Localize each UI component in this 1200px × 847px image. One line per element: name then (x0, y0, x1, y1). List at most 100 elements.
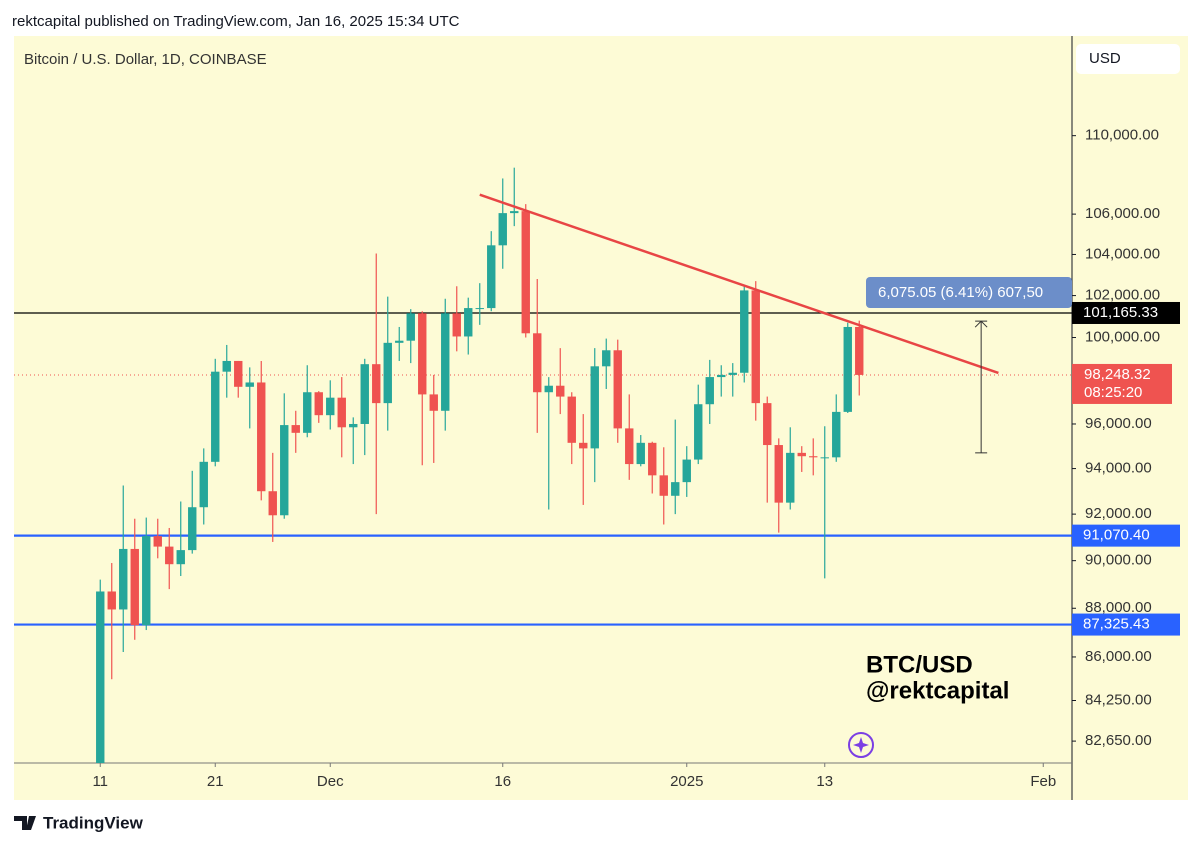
y-tick-label: 82,650.00 (1085, 732, 1152, 749)
y-tick-label: 92,000.00 (1085, 505, 1152, 522)
candle-body (234, 360, 243, 387)
candle-body (153, 536, 162, 547)
watermark: BTC/USD (866, 651, 973, 678)
current-price-box (1072, 363, 1172, 404)
level-label-box (1072, 524, 1180, 547)
candle-body (429, 394, 438, 411)
candle-body (487, 245, 496, 309)
candle-body (843, 326, 852, 412)
measure-label: 6,075.05 (6.41%) 607,50 (878, 284, 1043, 301)
candle-body (659, 475, 668, 496)
candle-body (142, 536, 151, 626)
y-tick-label: 86,000.00 (1085, 648, 1152, 665)
candle-body (475, 308, 484, 310)
candle-body (694, 404, 703, 460)
candle-body (510, 211, 519, 214)
candle-body (636, 442, 645, 465)
candle-body (441, 313, 450, 411)
x-tick-label: 21 (207, 773, 224, 790)
candle-body (291, 425, 300, 433)
currency-box (1076, 44, 1180, 74)
candle-body (107, 591, 116, 610)
candle-body (349, 423, 358, 428)
candle-body (119, 548, 128, 610)
sparkle-icon[interactable] (848, 732, 874, 758)
candle-body (314, 392, 323, 416)
candle-body (567, 396, 576, 443)
level-label: 101,165.33 (1083, 304, 1158, 321)
candle-body (395, 340, 404, 343)
candle-body (786, 452, 795, 503)
candle-body (751, 290, 760, 404)
level-label-box (1072, 301, 1180, 324)
trendline (479, 193, 999, 375)
candle-body (797, 452, 806, 457)
y-tick-label: 94,000.00 (1085, 460, 1152, 477)
candle-body (533, 333, 542, 393)
footer-brand: TradingView (43, 813, 144, 832)
candle-body (245, 382, 254, 387)
candle-body (372, 364, 381, 404)
candle-body (682, 459, 691, 483)
level-label-box (1072, 613, 1180, 636)
y-tick-label: 96,000.00 (1085, 415, 1152, 432)
x-tick-label: 16 (494, 773, 511, 790)
y-tick-label: 90,000.00 (1085, 552, 1152, 569)
candle-body (763, 403, 772, 446)
x-tick-label: 2025 (670, 773, 703, 790)
x-tick-label: 13 (816, 773, 833, 790)
candle-body (188, 507, 197, 551)
candle-body (211, 371, 220, 462)
level-label: 91,070.40 (1083, 527, 1150, 544)
candle-body (452, 313, 461, 337)
y-tick-label: 84,250.00 (1085, 691, 1152, 708)
candle-body (165, 546, 174, 565)
candle-body (671, 482, 680, 496)
candle-body (774, 445, 783, 503)
candle-body (579, 442, 588, 449)
candle-body (406, 313, 415, 341)
candle-body (809, 456, 818, 458)
candle-body (625, 428, 634, 465)
candle-body (728, 372, 737, 375)
candle-body (498, 213, 507, 246)
candle-body (257, 382, 266, 492)
y-tick-label: 100,000.00 (1085, 328, 1160, 345)
y-tick-label: 88,000.00 (1085, 599, 1152, 616)
candle-body (280, 425, 289, 516)
candle-body (832, 411, 841, 458)
candle-body (303, 392, 312, 433)
candle-body (360, 364, 369, 424)
measure-arrowhead (974, 320, 988, 328)
candle-body (96, 591, 105, 763)
candle-body (418, 313, 427, 395)
candle-body (176, 550, 185, 565)
candle-body (521, 211, 530, 334)
current-price-label: 98,248.32 (1084, 366, 1151, 383)
sparkle-star (853, 737, 869, 753)
candle-body (383, 342, 392, 404)
watermark: @rektcapital (866, 677, 1009, 704)
measure-box (866, 277, 1072, 308)
candle-body (130, 548, 139, 626)
candle-body (717, 374, 726, 378)
y-tick-label: 106,000.00 (1085, 205, 1160, 222)
x-tick-label: Dec (317, 773, 344, 790)
candle-body (222, 360, 231, 372)
level-label: 87,325.43 (1083, 616, 1150, 633)
candle-body (590, 366, 599, 449)
candle-body (648, 442, 657, 476)
y-tick-label: 104,000.00 (1085, 245, 1160, 262)
candle-body (337, 397, 346, 428)
candle-body (268, 491, 277, 516)
candle-body (464, 308, 473, 337)
candle-body (740, 290, 749, 373)
candle-body (855, 326, 864, 375)
candle-body (544, 385, 553, 393)
y-tick-label: 102,000.00 (1085, 287, 1160, 304)
candle-body (556, 385, 565, 397)
candle-body (705, 377, 714, 405)
header: rektcapital published on TradingView.com… (12, 13, 460, 30)
candle-body (613, 350, 622, 429)
